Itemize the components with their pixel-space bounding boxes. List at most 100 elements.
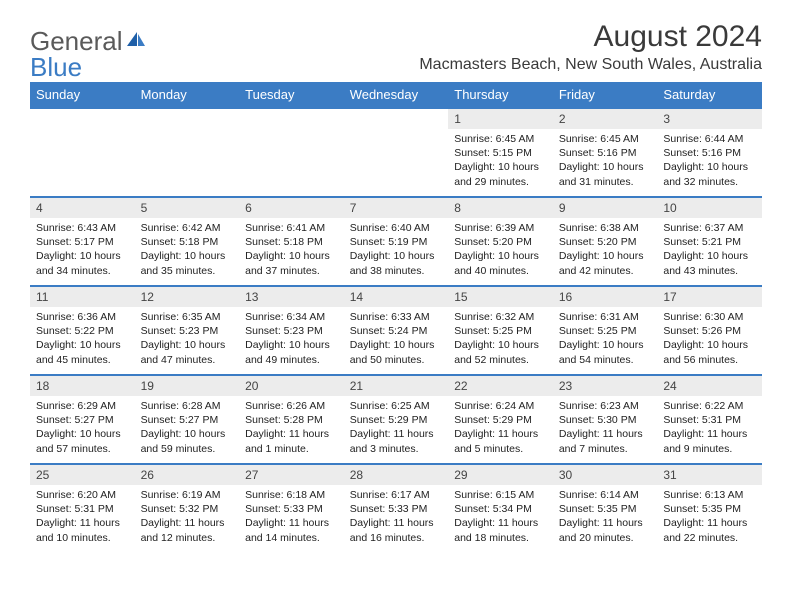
day-info-cell: Sunrise: 6:22 AMSunset: 5:31 PMDaylight:…	[657, 396, 762, 464]
sunrise-text: Sunrise: 6:44 AM	[663, 132, 756, 146]
sunset-text: Sunset: 5:26 PM	[663, 324, 756, 338]
sunset-text: Sunset: 5:35 PM	[663, 502, 756, 516]
sunset-text: Sunset: 5:20 PM	[559, 235, 652, 249]
day-number-cell	[30, 108, 135, 129]
day-info-cell: Sunrise: 6:44 AMSunset: 5:16 PMDaylight:…	[657, 129, 762, 197]
sunrise-text: Sunrise: 6:31 AM	[559, 310, 652, 324]
location-subtitle: Macmasters Beach, New South Wales, Austr…	[419, 56, 762, 74]
day-number-cell: 22	[448, 375, 553, 396]
daylight-text-1: Daylight: 10 hours	[663, 249, 756, 263]
day-number-cell: 5	[135, 197, 240, 218]
daylight-text-2: and 52 minutes.	[454, 353, 547, 367]
weekday-header: Wednesday	[344, 82, 449, 108]
daylight-text-2: and 42 minutes.	[559, 264, 652, 278]
daylight-text-1: Daylight: 11 hours	[141, 516, 234, 530]
day-info-cell: Sunrise: 6:17 AMSunset: 5:33 PMDaylight:…	[344, 485, 449, 553]
daylight-text-2: and 40 minutes.	[454, 264, 547, 278]
day-number-cell: 6	[239, 197, 344, 218]
sunset-text: Sunset: 5:18 PM	[141, 235, 234, 249]
daylight-text-2: and 56 minutes.	[663, 353, 756, 367]
day-info-cell	[135, 129, 240, 197]
sunset-text: Sunset: 5:21 PM	[663, 235, 756, 249]
daylight-text-1: Daylight: 11 hours	[350, 516, 443, 530]
day-number-cell: 18	[30, 375, 135, 396]
sunset-text: Sunset: 5:33 PM	[350, 502, 443, 516]
day-number-row: 123	[30, 108, 762, 129]
day-info-cell: Sunrise: 6:15 AMSunset: 5:34 PMDaylight:…	[448, 485, 553, 553]
day-info-cell: Sunrise: 6:26 AMSunset: 5:28 PMDaylight:…	[239, 396, 344, 464]
daylight-text-2: and 14 minutes.	[245, 531, 338, 545]
daylight-text-1: Daylight: 10 hours	[245, 338, 338, 352]
sunrise-text: Sunrise: 6:34 AM	[245, 310, 338, 324]
daylight-text-1: Daylight: 10 hours	[36, 338, 129, 352]
sunset-text: Sunset: 5:25 PM	[559, 324, 652, 338]
sunset-text: Sunset: 5:30 PM	[559, 413, 652, 427]
sunrise-text: Sunrise: 6:30 AM	[663, 310, 756, 324]
day-number-cell: 16	[553, 286, 658, 307]
daylight-text-1: Daylight: 11 hours	[454, 427, 547, 441]
daylight-text-2: and 5 minutes.	[454, 442, 547, 456]
sunrise-text: Sunrise: 6:15 AM	[454, 488, 547, 502]
sail-icon	[125, 26, 147, 57]
day-info-cell: Sunrise: 6:14 AMSunset: 5:35 PMDaylight:…	[553, 485, 658, 553]
sunrise-text: Sunrise: 6:23 AM	[559, 399, 652, 413]
day-number-cell	[239, 108, 344, 129]
sunset-text: Sunset: 5:23 PM	[141, 324, 234, 338]
day-info-cell: Sunrise: 6:30 AMSunset: 5:26 PMDaylight:…	[657, 307, 762, 375]
day-number-cell: 1	[448, 108, 553, 129]
daylight-text-1: Daylight: 11 hours	[663, 516, 756, 530]
daylight-text-2: and 16 minutes.	[350, 531, 443, 545]
sunrise-text: Sunrise: 6:38 AM	[559, 221, 652, 235]
day-info-cell: Sunrise: 6:34 AMSunset: 5:23 PMDaylight:…	[239, 307, 344, 375]
sunrise-text: Sunrise: 6:42 AM	[141, 221, 234, 235]
sunset-text: Sunset: 5:34 PM	[454, 502, 547, 516]
day-number-cell: 2	[553, 108, 658, 129]
day-number-cell	[344, 108, 449, 129]
daylight-text-2: and 7 minutes.	[559, 442, 652, 456]
day-info-cell: Sunrise: 6:41 AMSunset: 5:18 PMDaylight:…	[239, 218, 344, 286]
day-info-cell: Sunrise: 6:45 AMSunset: 5:16 PMDaylight:…	[553, 129, 658, 197]
daylight-text-2: and 54 minutes.	[559, 353, 652, 367]
day-info-row: Sunrise: 6:45 AMSunset: 5:15 PMDaylight:…	[30, 129, 762, 197]
day-number-cell: 10	[657, 197, 762, 218]
day-info-cell: Sunrise: 6:20 AMSunset: 5:31 PMDaylight:…	[30, 485, 135, 553]
sunset-text: Sunset: 5:15 PM	[454, 146, 547, 160]
sunset-text: Sunset: 5:20 PM	[454, 235, 547, 249]
day-info-row: Sunrise: 6:36 AMSunset: 5:22 PMDaylight:…	[30, 307, 762, 375]
daylight-text-2: and 10 minutes.	[36, 531, 129, 545]
day-info-cell: Sunrise: 6:13 AMSunset: 5:35 PMDaylight:…	[657, 485, 762, 553]
sunset-text: Sunset: 5:27 PM	[141, 413, 234, 427]
sunrise-text: Sunrise: 6:36 AM	[36, 310, 129, 324]
weekday-header: Tuesday	[239, 82, 344, 108]
day-number-cell: 30	[553, 464, 658, 485]
day-number-cell: 7	[344, 197, 449, 218]
day-number-cell: 29	[448, 464, 553, 485]
daylight-text-1: Daylight: 10 hours	[454, 249, 547, 263]
daylight-text-1: Daylight: 11 hours	[245, 516, 338, 530]
daylight-text-1: Daylight: 10 hours	[36, 249, 129, 263]
sunrise-text: Sunrise: 6:17 AM	[350, 488, 443, 502]
sunset-text: Sunset: 5:29 PM	[454, 413, 547, 427]
sunrise-text: Sunrise: 6:35 AM	[141, 310, 234, 324]
daylight-text-1: Daylight: 11 hours	[559, 516, 652, 530]
day-number-cell: 4	[30, 197, 135, 218]
day-number-cell: 20	[239, 375, 344, 396]
daylight-text-1: Daylight: 10 hours	[350, 338, 443, 352]
day-info-cell	[30, 129, 135, 197]
brand-part2: Blue	[30, 52, 82, 83]
day-info-cell: Sunrise: 6:33 AMSunset: 5:24 PMDaylight:…	[344, 307, 449, 375]
daylight-text-2: and 34 minutes.	[36, 264, 129, 278]
sunset-text: Sunset: 5:18 PM	[245, 235, 338, 249]
sunset-text: Sunset: 5:28 PM	[245, 413, 338, 427]
daylight-text-2: and 47 minutes.	[141, 353, 234, 367]
day-number-cell: 3	[657, 108, 762, 129]
daylight-text-2: and 18 minutes.	[454, 531, 547, 545]
day-info-cell: Sunrise: 6:18 AMSunset: 5:33 PMDaylight:…	[239, 485, 344, 553]
day-info-cell	[239, 129, 344, 197]
sunset-text: Sunset: 5:31 PM	[663, 413, 756, 427]
sunrise-text: Sunrise: 6:37 AM	[663, 221, 756, 235]
daylight-text-2: and 31 minutes.	[559, 175, 652, 189]
day-number-cell: 14	[344, 286, 449, 307]
sunrise-text: Sunrise: 6:33 AM	[350, 310, 443, 324]
sunrise-text: Sunrise: 6:45 AM	[559, 132, 652, 146]
